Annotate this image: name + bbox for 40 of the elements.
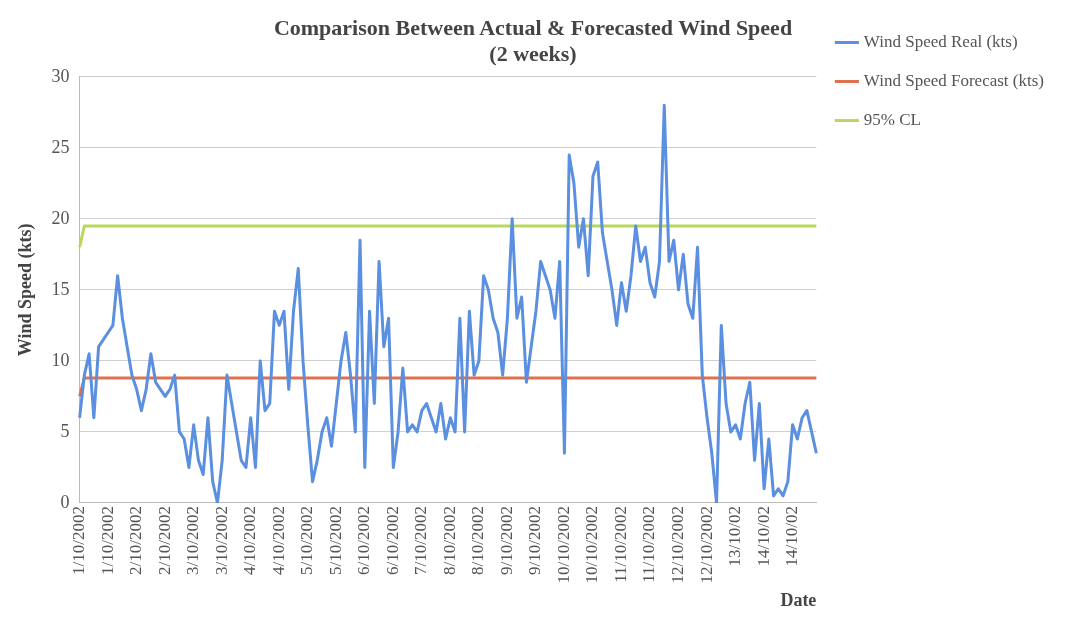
y-tick-label: 5 bbox=[60, 420, 70, 441]
y-tick-label: 25 bbox=[51, 136, 70, 157]
x-tick-label: 7/10/2002 bbox=[411, 505, 431, 575]
legend-label: Wind Speed Real (kts) bbox=[863, 31, 1018, 51]
x-tick-label: 1/10/2002 bbox=[97, 505, 117, 575]
x-tick-label: 10/10/2002 bbox=[553, 505, 573, 584]
x-tick-label: 1/10/2002 bbox=[69, 505, 89, 575]
x-tick-label: 4/10/2002 bbox=[240, 505, 260, 575]
x-tick-label: 5/10/2002 bbox=[297, 505, 317, 575]
x-tick-label: 14/10/02 bbox=[753, 505, 773, 567]
x-tick-label: 13/10/02 bbox=[725, 505, 745, 567]
x-tick-label: 12/10/2002 bbox=[667, 505, 687, 584]
y-tick-label: 10 bbox=[51, 349, 70, 370]
legend-label: 95% CL bbox=[863, 109, 922, 129]
y-tick-label: 30 bbox=[51, 65, 70, 86]
x-tick-label: 3/10/2002 bbox=[211, 505, 231, 575]
y-axis-title: Wind Speed (kts) bbox=[15, 223, 37, 357]
x-tick-label: 6/10/2002 bbox=[382, 505, 402, 575]
x-tick-label: 2/10/2002 bbox=[154, 505, 174, 575]
y-tick-label: 20 bbox=[51, 207, 70, 228]
x-axis-title: Date bbox=[780, 589, 817, 610]
x-tick-label: 3/10/2002 bbox=[183, 505, 203, 575]
x-tick-label: 9/10/2002 bbox=[496, 505, 516, 575]
x-tick-label: 14/10/02 bbox=[782, 505, 802, 567]
x-tick-label: 4/10/2002 bbox=[268, 505, 288, 575]
x-tick-label: 10/10/2002 bbox=[582, 505, 602, 584]
x-tick-label: 8/10/2002 bbox=[439, 505, 459, 575]
x-tick-label: 2/10/2002 bbox=[126, 505, 146, 575]
y-tick-label: 0 bbox=[60, 491, 70, 512]
x-tick-label: 5/10/2002 bbox=[325, 505, 345, 575]
legend-label: Wind Speed Forecast (kts) bbox=[863, 70, 1045, 90]
chart-title: Comparison Between Actual & Forecasted Wind Speed bbox=[273, 14, 793, 40]
x-tick-label: 9/10/2002 bbox=[525, 505, 545, 575]
x-tick-label: 12/10/2002 bbox=[696, 505, 716, 584]
x-tick-label: 6/10/2002 bbox=[354, 505, 374, 575]
chart-subtitle: (2 weeks) bbox=[489, 41, 577, 67]
y-tick-label: 15 bbox=[51, 278, 70, 299]
x-tick-label: 11/10/2002 bbox=[639, 505, 659, 583]
x-tick-label: 11/10/2002 bbox=[610, 505, 630, 583]
x-tick-label: 8/10/2002 bbox=[468, 505, 488, 575]
